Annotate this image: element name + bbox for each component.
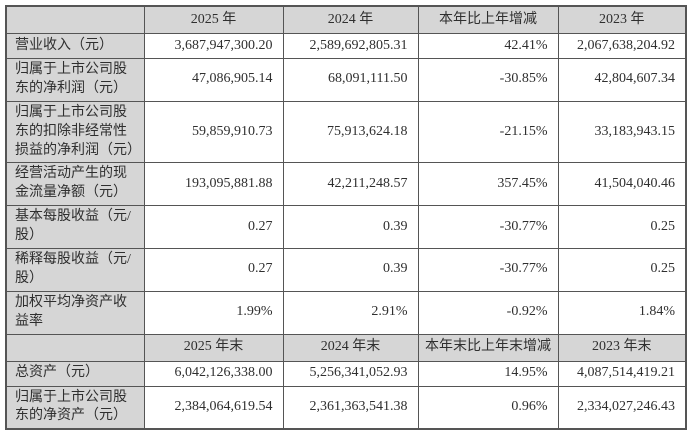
value-change: -30.77% xyxy=(417,205,559,250)
table-row-weighted-avg-roe: 加权平均净资产收益率 1.99% 2.91% -0.92% 1.84% xyxy=(5,290,687,335)
value-2025: 6,042,126,338.00 xyxy=(143,360,284,387)
value-2025: 193,095,881.88 xyxy=(143,162,284,207)
header-2024: 2024 年 xyxy=(282,5,419,34)
row-label: 总资产（元） xyxy=(5,360,145,387)
header-2025: 2025 年 xyxy=(143,5,284,34)
value-change: -21.15% xyxy=(417,100,559,164)
row-label: 营业收入（元） xyxy=(5,33,145,59)
table-row-net-profit: 归属于上市公司股东的净利润（元） 47,086,905.14 68,091,11… xyxy=(5,58,687,102)
value-2023: 0.25 xyxy=(557,248,687,292)
value-change: 357.45% xyxy=(417,162,559,207)
value-2025: 47,086,905.14 xyxy=(143,58,284,102)
value-2023: 1.84% xyxy=(557,290,687,335)
header-2024-end: 2024 年末 xyxy=(282,333,419,362)
value-2024: 42,211,248.57 xyxy=(282,162,419,207)
value-change: 42.41% xyxy=(417,33,559,59)
value-2024: 2,589,692,805.31 xyxy=(282,33,419,59)
header-corner-cell xyxy=(5,5,145,34)
value-change: -30.85% xyxy=(417,58,559,102)
header-2023-end: 2023 年末 xyxy=(557,333,687,362)
value-2025: 1.99% xyxy=(143,290,284,335)
value-2024: 68,091,111.50 xyxy=(282,58,419,102)
value-change: 14.95% xyxy=(417,360,559,387)
value-change: -30.77% xyxy=(417,248,559,292)
header-2023: 2023 年 xyxy=(557,5,687,34)
table-row-operating-cash-flow: 经营活动产生的现金流量净额（元） 193,095,881.88 42,211,2… xyxy=(5,162,687,207)
value-2024: 0.39 xyxy=(282,248,419,292)
header-2025-end: 2025 年末 xyxy=(143,333,284,362)
value-2024: 75,913,624.18 xyxy=(282,100,419,164)
value-2024: 5,256,341,052.93 xyxy=(282,360,419,387)
table-row-basic-eps: 基本每股收益（元/股） 0.27 0.39 -30.77% 0.25 xyxy=(5,205,687,250)
header-yoy-change: 本年比上年增减 xyxy=(417,5,559,34)
table-row-total-assets: 总资产（元） 6,042,126,338.00 5,256,341,052.93… xyxy=(5,360,687,387)
value-2025: 3,687,947,300.20 xyxy=(143,33,284,59)
table-row-diluted-eps: 稀释每股收益（元/股） 0.27 0.39 -30.77% 0.25 xyxy=(5,248,687,292)
value-2023: 42,804,607.34 xyxy=(557,58,687,102)
header-year-end-change: 本年末比上年末增减 xyxy=(417,333,559,362)
header-row-years: 2025 年 2024 年 本年比上年增减 2023 年 xyxy=(5,5,687,34)
financial-summary-table: 2025 年 2024 年 本年比上年增减 2023 年 营业收入（元） 3,6… xyxy=(5,5,687,430)
row-label: 经营活动产生的现金流量净额（元） xyxy=(5,162,145,207)
value-2023: 41,504,040.46 xyxy=(557,162,687,207)
row-label: 归属于上市公司股东的净利润（元） xyxy=(5,58,145,102)
value-2024: 0.39 xyxy=(282,205,419,250)
value-2024: 2.91% xyxy=(282,290,419,335)
header-corner-cell xyxy=(5,333,145,362)
value-2023: 4,087,514,419.21 xyxy=(557,360,687,387)
value-2025: 59,859,910.73 xyxy=(143,100,284,164)
row-label: 加权平均净资产收益率 xyxy=(5,290,145,335)
value-2023: 2,067,638,204.92 xyxy=(557,33,687,59)
table-row-revenue: 营业收入（元） 3,687,947,300.20 2,589,692,805.3… xyxy=(5,33,687,59)
row-label: 稀释每股收益（元/股） xyxy=(5,248,145,292)
header-row-year-end: 2025 年末 2024 年末 本年末比上年末增减 2023 年末 xyxy=(5,333,687,362)
value-2023: 0.25 xyxy=(557,205,687,250)
value-2025: 0.27 xyxy=(143,248,284,292)
row-label: 归属于上市公司股东的扣除非经常性损益的净利润（元） xyxy=(5,100,145,164)
value-2025: 0.27 xyxy=(143,205,284,250)
table-row-deducted-net-profit: 归属于上市公司股东的扣除非经常性损益的净利润（元） 59,859,910.73 … xyxy=(5,100,687,164)
value-change: -0.92% xyxy=(417,290,559,335)
row-label: 基本每股收益（元/股） xyxy=(5,205,145,250)
value-2023: 33,183,943.15 xyxy=(557,100,687,164)
